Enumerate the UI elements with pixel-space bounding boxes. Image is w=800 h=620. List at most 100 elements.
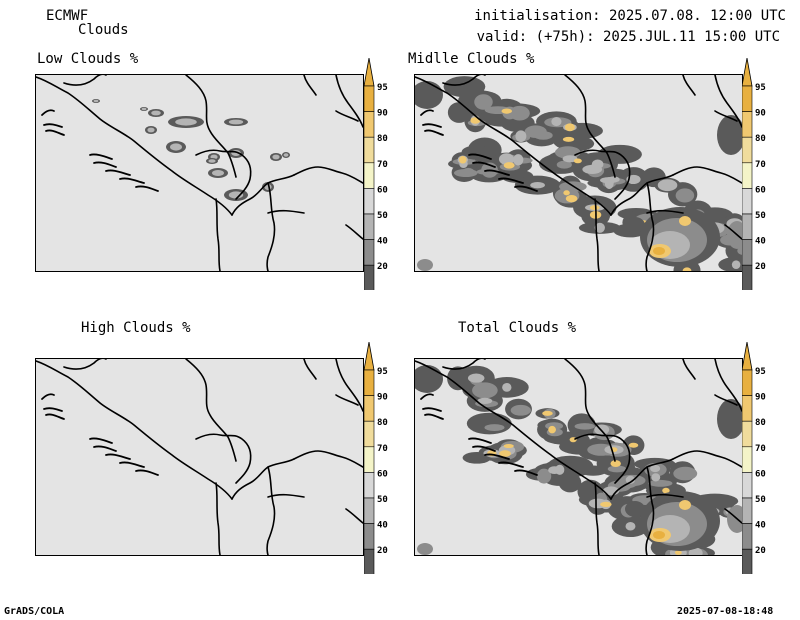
cloud-area xyxy=(551,117,562,127)
colorbar-label: 50 xyxy=(377,211,388,221)
cloud-area xyxy=(498,153,515,166)
init-time: initialisation: 2025.07.08. 12:00 UTC xyxy=(474,8,786,24)
colorbar-label: 60 xyxy=(755,185,766,195)
colorbar-swatch xyxy=(741,136,753,164)
cloud-area xyxy=(582,164,603,174)
colorbar-label: 60 xyxy=(377,185,388,195)
country-border xyxy=(646,209,684,214)
island xyxy=(41,109,55,116)
island xyxy=(422,407,442,412)
colorbar-swatch xyxy=(363,264,375,292)
cloud-area xyxy=(147,127,155,133)
cloud-area xyxy=(573,158,582,164)
country-border xyxy=(335,394,359,406)
country-border xyxy=(714,75,742,128)
cloud-area xyxy=(502,382,512,392)
colorbar-swatch xyxy=(363,188,375,215)
island xyxy=(484,453,510,460)
colorbar-label: 70 xyxy=(755,444,766,454)
colorbar-label: 70 xyxy=(377,444,388,454)
colorbar-swatch xyxy=(363,213,375,240)
country-border xyxy=(345,508,363,524)
coastline xyxy=(36,360,233,500)
colorbar-low: 95 90 80 70 60 50 40 20 xyxy=(363,57,404,319)
country-border xyxy=(303,359,317,380)
country-border xyxy=(215,198,221,271)
cloud-area xyxy=(548,425,556,434)
map-middle-clouds xyxy=(414,74,743,272)
cloud-area xyxy=(513,154,524,166)
map-high-clouds xyxy=(35,358,364,556)
colorbar-top-arrow xyxy=(363,341,375,371)
country-border xyxy=(293,450,363,468)
island xyxy=(119,177,145,184)
cloud-area xyxy=(650,464,661,473)
island xyxy=(472,161,496,168)
colorbar-label: 80 xyxy=(755,418,766,428)
cloud-area xyxy=(625,521,636,531)
country-border xyxy=(610,458,674,500)
country-border xyxy=(335,359,363,412)
cloud-area xyxy=(462,451,492,464)
colorbar-swatch xyxy=(363,239,375,266)
colorbar-swatch xyxy=(363,548,375,576)
cloud-area xyxy=(228,119,244,125)
cloud-area xyxy=(415,365,443,393)
colorbar-swatch xyxy=(363,369,375,396)
cloud-area xyxy=(501,108,512,114)
island xyxy=(422,123,442,128)
cloud-area xyxy=(648,479,673,487)
colorbar-swatch xyxy=(363,395,375,422)
cloud-area xyxy=(503,443,514,449)
panel-title-mid: Midlle Clouds % xyxy=(408,51,535,67)
country-border xyxy=(293,166,363,184)
country-border xyxy=(185,359,237,462)
cloud-area xyxy=(484,424,505,432)
island xyxy=(424,413,444,420)
colorbar-label: 40 xyxy=(377,237,388,247)
colorbar-swatch xyxy=(741,497,753,524)
colorbar-swatch xyxy=(741,420,753,448)
cloud-area xyxy=(417,543,433,555)
cloud-area xyxy=(727,505,742,533)
island xyxy=(468,153,492,160)
colorbar-swatch xyxy=(741,239,753,266)
cloud-area xyxy=(212,170,224,176)
cloud-area xyxy=(554,146,581,159)
cloud-area xyxy=(673,466,698,481)
colorbar-swatch xyxy=(741,111,753,138)
coastline xyxy=(36,76,233,216)
panel-title-high: High Clouds % xyxy=(81,320,191,336)
cloud-area xyxy=(563,190,570,196)
island xyxy=(498,461,524,468)
cloud-area xyxy=(682,267,692,271)
cloud-area xyxy=(625,217,645,233)
valid-time: valid: (+75h): 2025.JUL.11 15:00 UTC xyxy=(476,29,780,45)
country-border xyxy=(610,174,674,216)
cloud-area xyxy=(443,76,486,98)
colorbar-label: 95 xyxy=(755,83,766,93)
country-border xyxy=(267,493,305,498)
country-border xyxy=(672,450,742,468)
cloud-area xyxy=(589,205,600,211)
cloud-area xyxy=(467,373,485,383)
island xyxy=(420,393,434,400)
cloud-area xyxy=(453,168,478,178)
model-label: ECMWF xyxy=(46,8,89,24)
colorbar-label: 20 xyxy=(377,262,388,272)
cloud-area xyxy=(717,399,742,439)
island xyxy=(135,185,159,192)
map-low-clouds xyxy=(35,74,364,272)
colorbar-top-arrow xyxy=(741,57,753,87)
cloud-area xyxy=(628,442,639,448)
colorbar-swatch xyxy=(363,497,375,524)
cloud-area xyxy=(610,460,621,467)
colorbar-swatch xyxy=(741,188,753,215)
island xyxy=(45,129,65,136)
island xyxy=(105,453,131,460)
colorbar-swatch xyxy=(741,162,753,189)
colorbar-swatch xyxy=(363,136,375,164)
cloud-area xyxy=(675,188,695,203)
country-border xyxy=(724,224,742,240)
cloud-area xyxy=(562,136,575,142)
